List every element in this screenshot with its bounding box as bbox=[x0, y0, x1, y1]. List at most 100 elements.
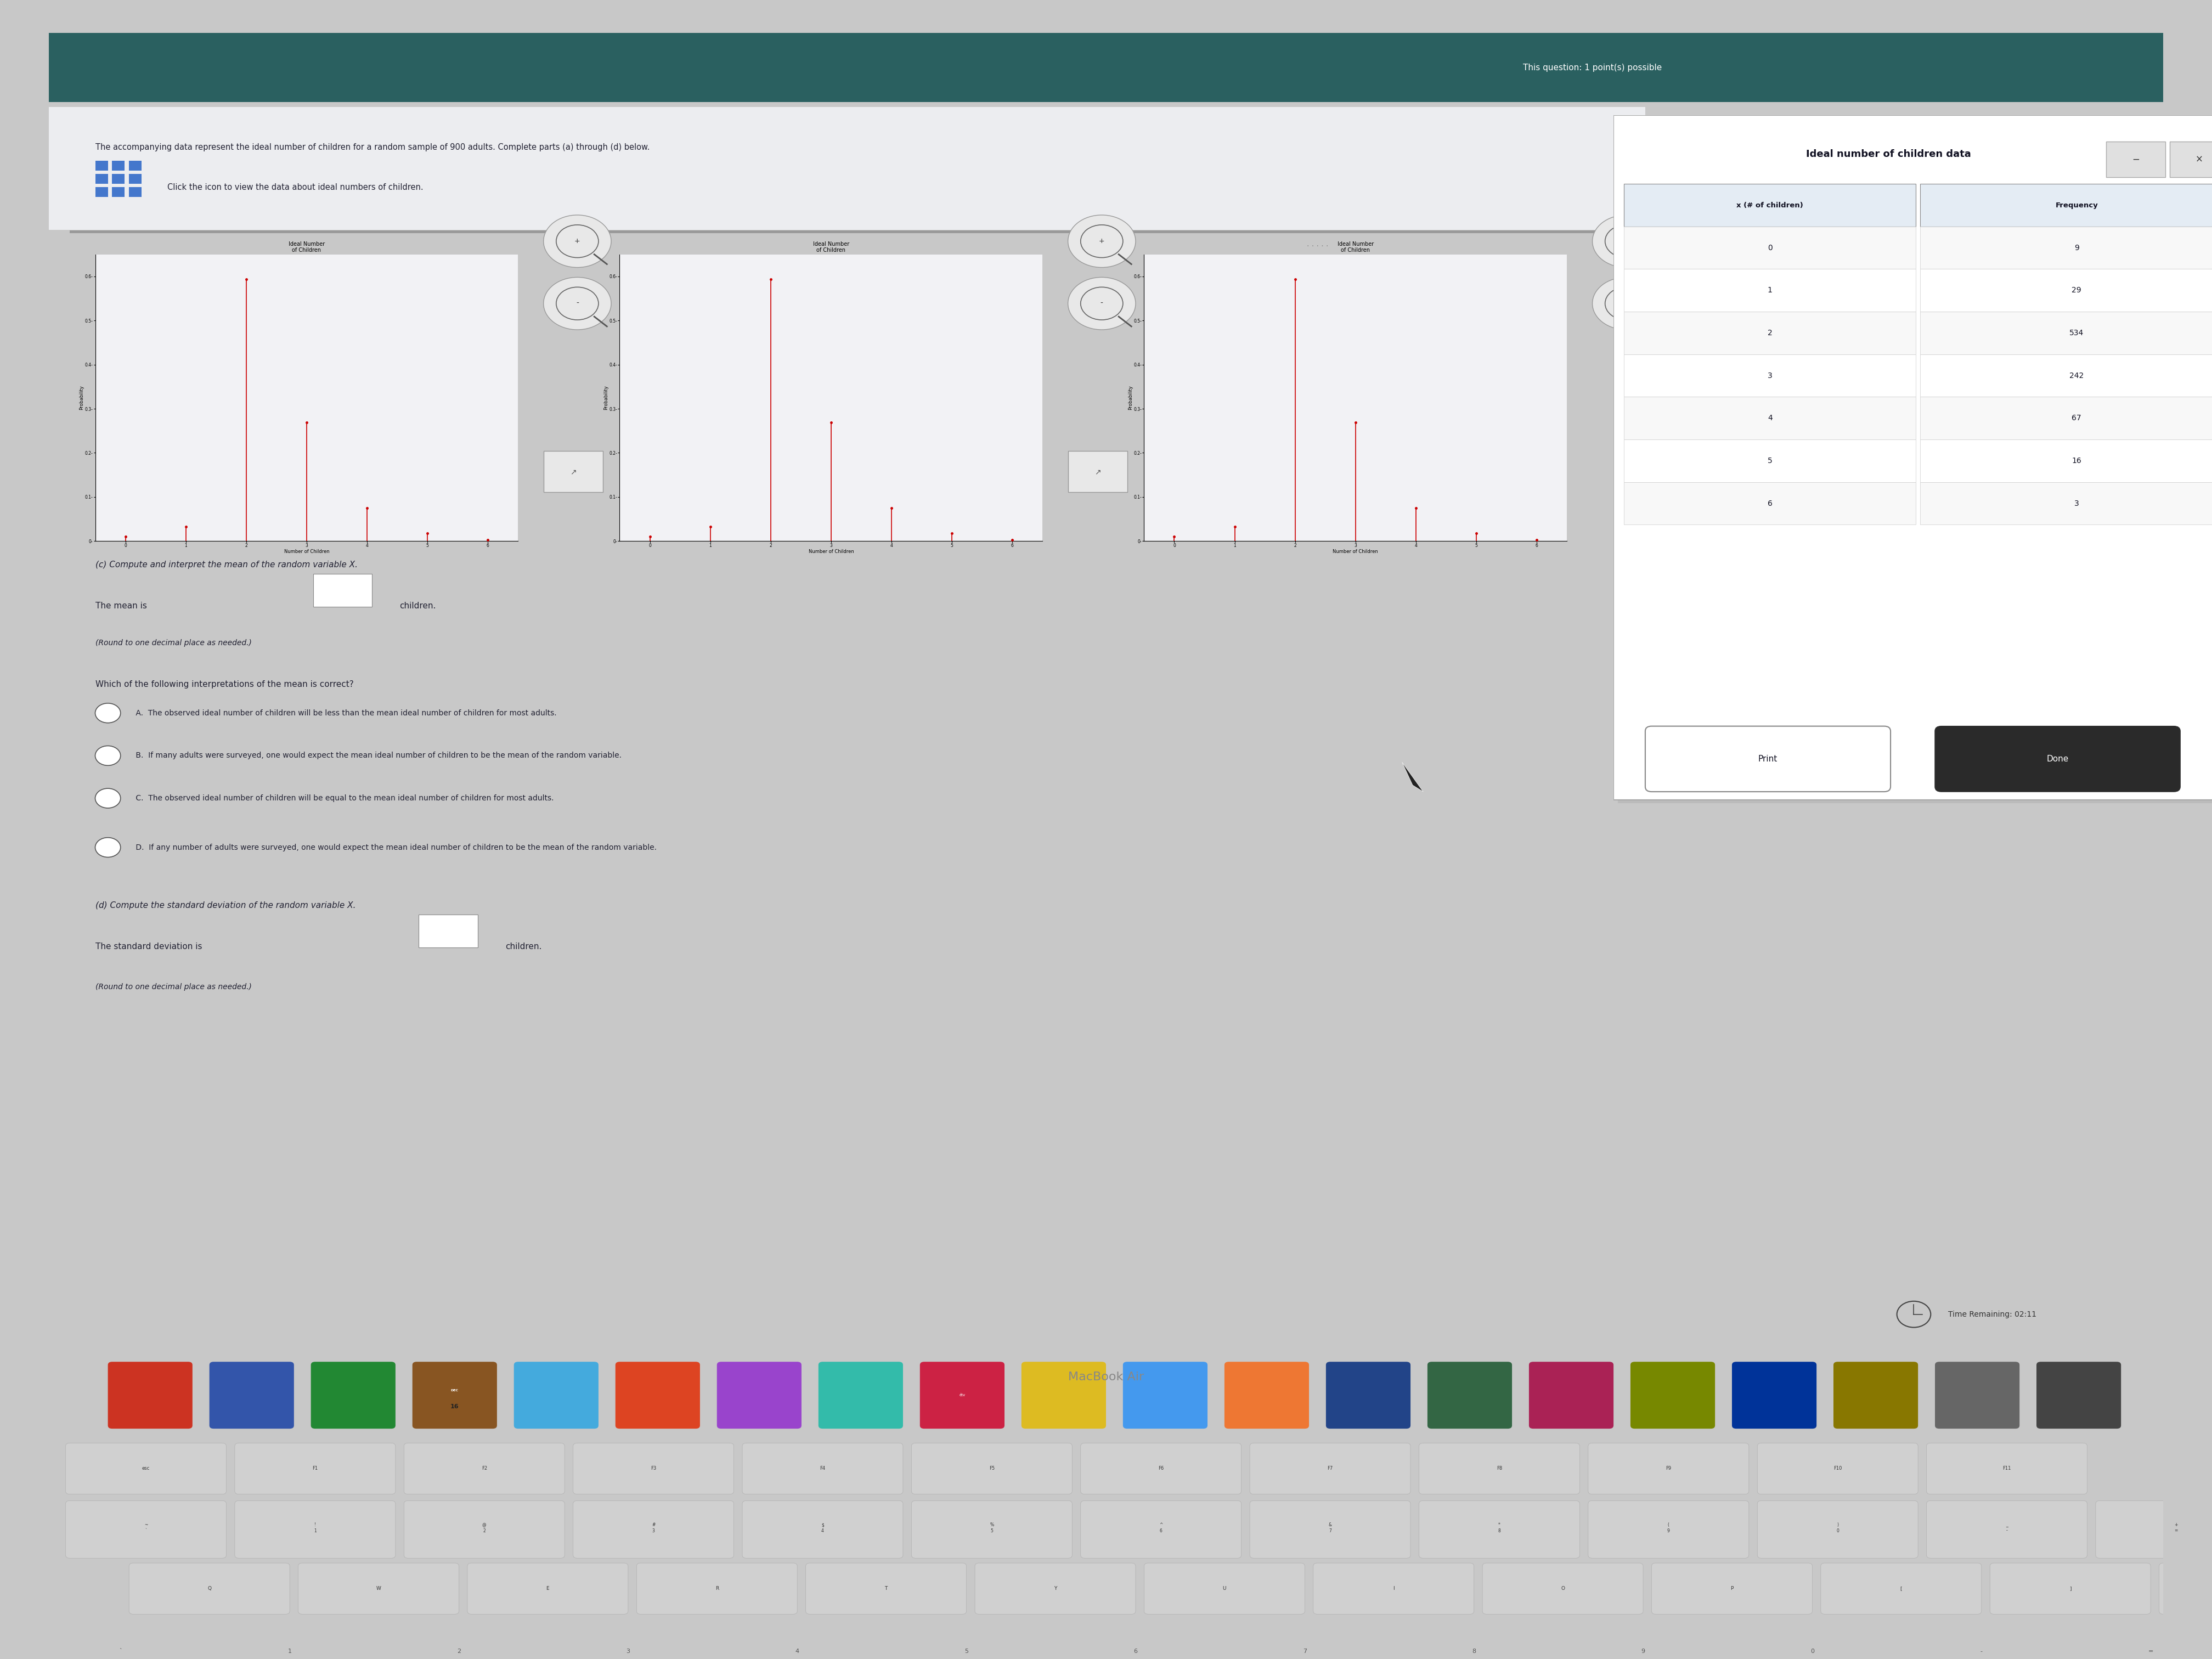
Text: 242: 242 bbox=[2070, 372, 2084, 380]
Text: 534: 534 bbox=[2070, 328, 2084, 337]
Text: F5: F5 bbox=[989, 1467, 995, 1472]
FancyBboxPatch shape bbox=[513, 1362, 599, 1428]
Text: Q: Q bbox=[208, 1586, 212, 1591]
Text: C.  The observed ideal number of children will be equal to the mean ideal number: C. The observed ideal number of children… bbox=[133, 795, 553, 801]
FancyBboxPatch shape bbox=[210, 1362, 294, 1428]
Bar bbox=[1920, 397, 2212, 440]
FancyBboxPatch shape bbox=[573, 1443, 734, 1495]
Text: Y: Y bbox=[1053, 1586, 1057, 1591]
Text: Click the icon to view the data about ideal numbers of children.: Click the icon to view the data about id… bbox=[168, 182, 422, 191]
FancyBboxPatch shape bbox=[1630, 1362, 1714, 1428]
FancyBboxPatch shape bbox=[1991, 1563, 2150, 1614]
Text: 0: 0 bbox=[1809, 1649, 1814, 1654]
Text: 3: 3 bbox=[2075, 499, 2079, 508]
Text: #
3: # 3 bbox=[653, 1523, 655, 1533]
FancyBboxPatch shape bbox=[920, 1362, 1004, 1428]
FancyBboxPatch shape bbox=[1144, 1563, 1305, 1614]
FancyBboxPatch shape bbox=[573, 1501, 734, 1558]
Text: Print: Print bbox=[1759, 755, 1778, 763]
FancyBboxPatch shape bbox=[1022, 1362, 1106, 1428]
Text: The accompanying data represent the ideal number of children for a random sample: The accompanying data represent the idea… bbox=[95, 143, 650, 151]
Text: +: + bbox=[1624, 237, 1628, 246]
Circle shape bbox=[95, 703, 122, 723]
Text: This question: 1 point(s) possible: This question: 1 point(s) possible bbox=[1522, 63, 1661, 71]
Text: F8: F8 bbox=[1498, 1467, 1502, 1472]
Text: 1: 1 bbox=[288, 1649, 292, 1654]
Bar bbox=[1920, 312, 2212, 355]
Bar bbox=[1920, 269, 2212, 312]
Text: 2: 2 bbox=[458, 1649, 460, 1654]
Text: F6: F6 bbox=[1159, 1467, 1164, 1472]
Text: étv: étv bbox=[960, 1394, 964, 1397]
Bar bbox=[1920, 184, 2212, 227]
Y-axis label: Probability: Probability bbox=[604, 385, 608, 410]
FancyBboxPatch shape bbox=[1482, 1563, 1644, 1614]
Circle shape bbox=[555, 287, 599, 320]
Bar bbox=[1624, 397, 1916, 440]
Text: (d) Compute the standard deviation of the random variable X.: (d) Compute the standard deviation of th… bbox=[95, 901, 356, 909]
Text: F10: F10 bbox=[1834, 1467, 1843, 1472]
FancyBboxPatch shape bbox=[108, 1362, 192, 1428]
FancyBboxPatch shape bbox=[66, 1501, 226, 1558]
Text: 8: 8 bbox=[1471, 1649, 1475, 1654]
Text: The standard deviation is: The standard deviation is bbox=[95, 942, 201, 951]
Text: *
8: * 8 bbox=[1498, 1523, 1500, 1533]
Circle shape bbox=[1068, 216, 1135, 267]
X-axis label: Number of Children: Number of Children bbox=[1334, 549, 1378, 554]
Text: Time Remaining: 02:11: Time Remaining: 02:11 bbox=[1949, 1311, 2037, 1319]
Bar bbox=[1920, 483, 2212, 524]
Text: =: = bbox=[2148, 1649, 2152, 1654]
Text: 5: 5 bbox=[1767, 456, 1772, 465]
FancyBboxPatch shape bbox=[1834, 1362, 1918, 1428]
Text: 5: 5 bbox=[964, 1649, 969, 1654]
Text: -: - bbox=[1626, 300, 1628, 307]
Bar bbox=[113, 174, 124, 184]
Bar bbox=[1068, 451, 1128, 491]
Text: 0: 0 bbox=[1767, 244, 1772, 252]
FancyBboxPatch shape bbox=[911, 1501, 1073, 1558]
Circle shape bbox=[544, 216, 611, 267]
Bar bbox=[2170, 141, 2212, 178]
Text: F7: F7 bbox=[1327, 1467, 1334, 1472]
FancyBboxPatch shape bbox=[1588, 1501, 1750, 1558]
Bar bbox=[1920, 355, 2212, 397]
FancyBboxPatch shape bbox=[805, 1563, 967, 1614]
Text: -: - bbox=[575, 300, 580, 307]
Bar bbox=[113, 187, 124, 197]
FancyBboxPatch shape bbox=[743, 1443, 902, 1495]
Bar bbox=[71, 231, 1646, 232]
Bar bbox=[1624, 355, 1916, 397]
Text: 6: 6 bbox=[1135, 1649, 1137, 1654]
Text: D.  If any number of adults were surveyed, one would expect the mean ideal numbe: D. If any number of adults were surveyed… bbox=[133, 843, 657, 851]
Text: The mean is: The mean is bbox=[95, 602, 146, 611]
Bar bbox=[1920, 440, 2212, 483]
Bar bbox=[1624, 440, 1916, 483]
FancyBboxPatch shape bbox=[66, 1443, 226, 1495]
FancyBboxPatch shape bbox=[1732, 1362, 1816, 1428]
Text: A.  The observed ideal number of children will be less than the mean ideal numbe: A. The observed ideal number of children… bbox=[133, 708, 557, 717]
Title: Ideal Number
of Children: Ideal Number of Children bbox=[814, 241, 849, 254]
Text: ↗: ↗ bbox=[1095, 468, 1102, 476]
Bar bbox=[1624, 269, 1916, 312]
Text: F3: F3 bbox=[650, 1467, 657, 1472]
FancyBboxPatch shape bbox=[312, 1362, 396, 1428]
Text: Frequency: Frequency bbox=[2055, 202, 2097, 209]
Text: U: U bbox=[1223, 1586, 1225, 1591]
Text: ~
`: ~ ` bbox=[144, 1523, 148, 1533]
Circle shape bbox=[95, 788, 122, 808]
FancyBboxPatch shape bbox=[1652, 1563, 1812, 1614]
FancyBboxPatch shape bbox=[637, 1563, 796, 1614]
X-axis label: Number of Children: Number of Children bbox=[807, 549, 854, 554]
Text: children.: children. bbox=[504, 942, 542, 951]
Bar bbox=[1624, 483, 1916, 524]
Circle shape bbox=[1606, 226, 1648, 257]
Text: E: E bbox=[546, 1586, 549, 1591]
Text: 67: 67 bbox=[2073, 415, 2081, 421]
Text: 4: 4 bbox=[796, 1649, 799, 1654]
FancyBboxPatch shape bbox=[1082, 1501, 1241, 1558]
FancyBboxPatch shape bbox=[1418, 1443, 1579, 1495]
Text: %
5: % 5 bbox=[989, 1523, 993, 1533]
Polygon shape bbox=[1402, 761, 1422, 791]
Text: · · · · ·: · · · · · bbox=[1307, 242, 1327, 251]
Text: F11: F11 bbox=[2002, 1467, 2011, 1472]
